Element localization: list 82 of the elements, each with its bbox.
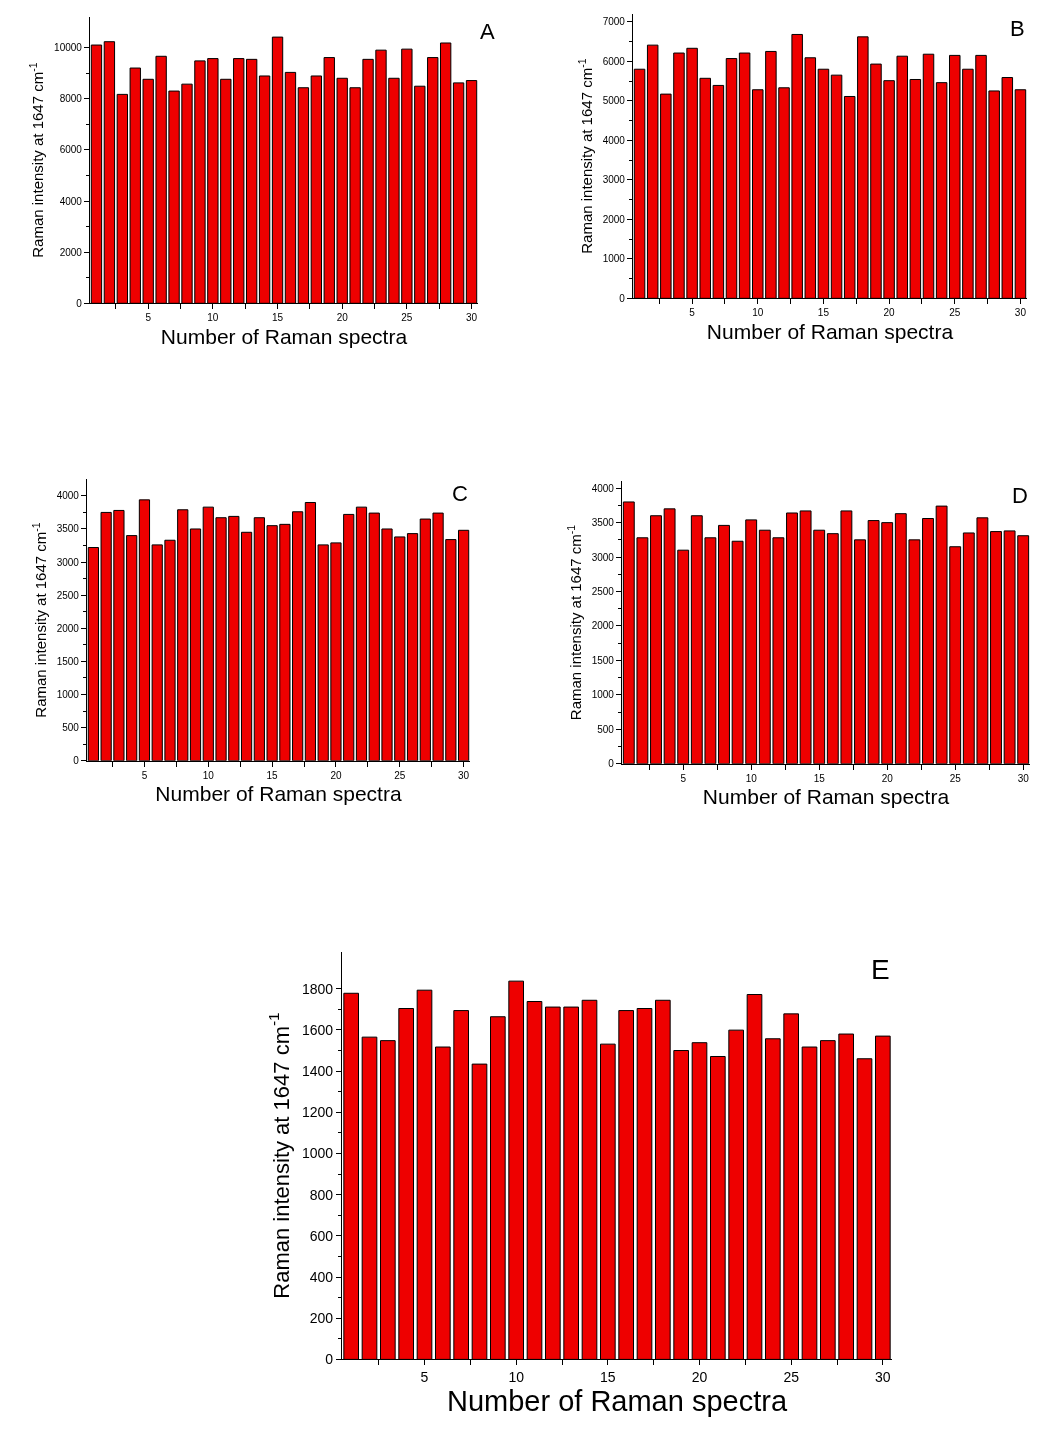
y-tick-label: 1000	[591, 689, 615, 701]
x-axis-title: Number of Raman spectra	[706, 319, 954, 343]
x-tick-label: 15	[271, 312, 284, 324]
x-tick-label: 10	[202, 769, 215, 781]
x-tick-label: 20	[330, 769, 342, 781]
y-tick-label: 8000	[59, 93, 83, 105]
x-tick-label: 10	[207, 312, 219, 324]
y-tick-label: 3000	[602, 174, 626, 186]
y-tick-label: 2000	[602, 213, 626, 225]
y-tick-label: 1200	[301, 1104, 334, 1121]
x-tick-label: 20	[883, 307, 896, 319]
x-tick-label: 15	[266, 769, 279, 781]
y-tick-label: 10000	[54, 42, 83, 54]
x-tick-label: 30	[458, 769, 470, 781]
x-tick-label: 5	[141, 769, 148, 781]
x-axis-title: Number of Raman spectra	[160, 324, 408, 348]
y-tick-label: 1500	[56, 655, 80, 667]
x-tick-label: 30	[1014, 307, 1027, 319]
y-tick-label: 2000	[591, 620, 615, 632]
chart-title: A	[480, 19, 495, 44]
chart-title: D	[1012, 483, 1028, 508]
y-tick-label: 800	[309, 1186, 334, 1203]
y-tick-label: 1000	[56, 689, 80, 701]
y-tick-label: 200	[309, 1310, 334, 1327]
x-tick-label: 30	[465, 312, 478, 324]
y-tick-label: 4000	[56, 490, 80, 502]
y-tick-label: 0	[73, 755, 80, 767]
x-tick-label: 15	[813, 772, 826, 784]
y-tick-label: 1000	[301, 1145, 334, 1162]
y-tick-label: 500	[597, 723, 615, 735]
y-tick-label: 0	[325, 1351, 334, 1368]
x-tick-label: 30	[875, 1369, 891, 1386]
y-tick-label: 5000	[602, 95, 626, 107]
y-tick-label: 2500	[591, 586, 615, 598]
y-tick-label: 0	[76, 297, 83, 309]
y-tick-label: 1800	[301, 980, 334, 997]
y-tick-label: 4000	[591, 482, 615, 494]
x-tick-label: 5	[145, 312, 152, 324]
x-tick-label: 20	[881, 772, 894, 784]
y-tick-label: 2500	[56, 589, 80, 601]
y-tick-label: 4000	[602, 134, 626, 146]
x-tick-label: 25	[401, 312, 413, 324]
y-tick-label: 3500	[591, 517, 615, 529]
x-tick-label: 5	[680, 772, 687, 784]
y-tick-label: 600	[309, 1227, 334, 1244]
x-tick-label: 10	[745, 772, 758, 784]
y-tick-label: 4000	[59, 195, 83, 207]
x-axis-title: Number of Raman spectra	[446, 1385, 788, 1418]
y-tick-label: 0	[608, 758, 615, 770]
x-tick-label: 25	[783, 1369, 800, 1386]
y-tick-label: 1400	[301, 1063, 334, 1080]
y-tick-label: 6000	[602, 55, 626, 67]
y-tick-label: 3000	[591, 551, 615, 563]
y-tick-label: 2000	[56, 622, 80, 634]
x-tick-label: 10	[508, 1369, 525, 1386]
x-tick-label: 25	[949, 307, 961, 319]
y-tick-label: 1600	[301, 1021, 334, 1038]
x-axis-title: Number of Raman spectra	[155, 782, 402, 806]
y-tick-label: 1500	[591, 654, 615, 666]
x-tick-label: 15	[817, 307, 830, 319]
x-tick-label: 15	[600, 1369, 616, 1386]
y-tick-label: 2000	[59, 246, 83, 258]
chart-title: B	[1010, 16, 1025, 41]
chart-title: C	[452, 481, 468, 506]
y-tick-label: 500	[62, 722, 80, 734]
x-tick-label: 25	[394, 769, 406, 781]
x-tick-label: 20	[691, 1369, 708, 1386]
y-tick-label: 3500	[56, 523, 80, 535]
x-tick-label: 20	[336, 312, 349, 324]
chart-title: E	[871, 954, 890, 985]
x-tick-label: 30	[1017, 772, 1030, 784]
x-tick-label: 10	[752, 307, 764, 319]
y-tick-label: 3000	[56, 556, 80, 568]
y-tick-label: 6000	[59, 144, 83, 156]
x-tick-label: 5	[689, 307, 696, 319]
y-tick-label: 1000	[602, 253, 626, 265]
y-tick-label: 7000	[602, 16, 626, 28]
x-axis-title: Number of Raman spectra	[702, 785, 950, 809]
y-tick-label: 400	[309, 1268, 334, 1285]
x-tick-label: 25	[949, 772, 962, 784]
x-tick-label: 5	[420, 1369, 429, 1386]
y-tick-label: 0	[619, 292, 626, 304]
